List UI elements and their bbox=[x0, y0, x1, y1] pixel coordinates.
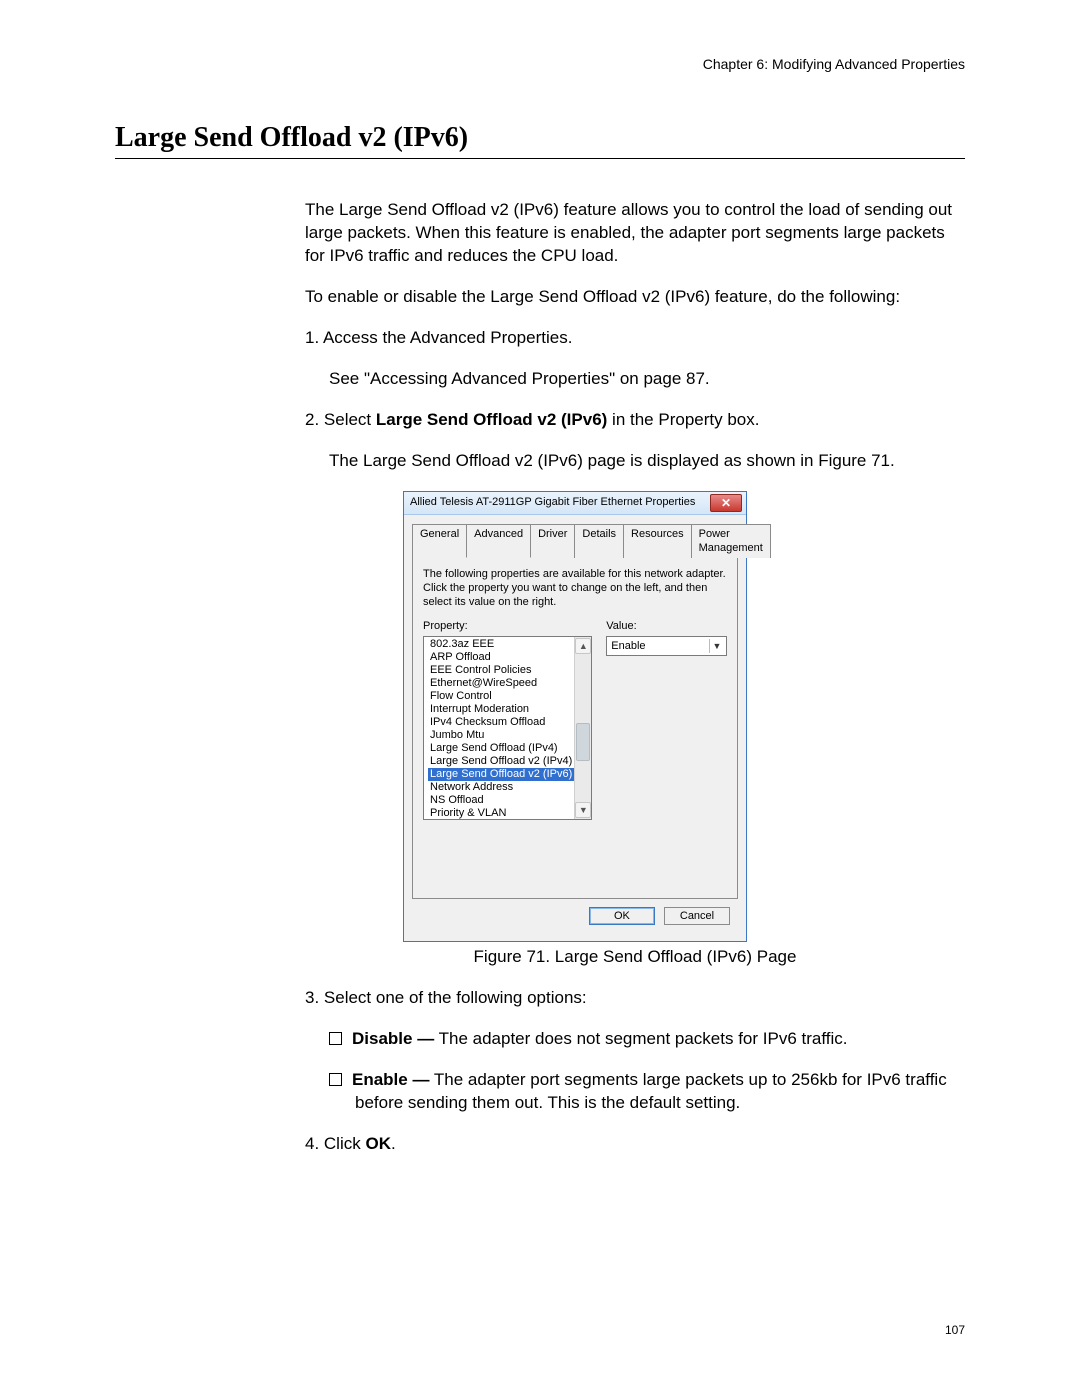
tab-driver[interactable]: Driver bbox=[530, 524, 575, 559]
tab-general[interactable]: General bbox=[412, 524, 467, 559]
step-2-post: in the Property box. bbox=[607, 410, 759, 429]
list-item[interactable]: Large Send Offload v2 (IPv4) bbox=[428, 755, 574, 768]
property-value-row: Property: 802.3az EEE ARP Offload EEE Co… bbox=[423, 619, 727, 820]
tab-strip: General Advanced Driver Details Resource… bbox=[412, 523, 738, 559]
dialog-figure: Allied Telesis AT-2911GP Gigabit Fiber E… bbox=[403, 491, 965, 943]
chevron-down-icon: ▼ bbox=[709, 639, 724, 653]
option-marker-icon bbox=[329, 1032, 342, 1045]
value-column: Value: Enable ▼ bbox=[606, 619, 727, 820]
list-item[interactable]: 802.3az EEE bbox=[428, 638, 574, 651]
list-item[interactable]: Large Send Offload (IPv4) bbox=[428, 742, 574, 755]
value-selected: Enable bbox=[611, 639, 645, 654]
list-item[interactable]: Ethernet@WireSpeed bbox=[428, 677, 574, 690]
option-enable-label: Enable — bbox=[352, 1070, 429, 1089]
value-label: Value: bbox=[606, 619, 727, 634]
step-4: 4. Click OK. bbox=[305, 1133, 965, 1156]
cancel-button[interactable]: Cancel bbox=[664, 907, 730, 925]
option-marker-icon bbox=[329, 1073, 342, 1086]
listbox-scrollbar[interactable]: ▲ ▼ bbox=[574, 637, 591, 819]
list-item[interactable]: ARP Offload bbox=[428, 651, 574, 664]
chapter-header: Chapter 6: Modifying Advanced Properties bbox=[115, 56, 965, 72]
list-item[interactable]: EEE Control Policies bbox=[428, 664, 574, 677]
tab-power-management[interactable]: Power Management bbox=[691, 524, 771, 559]
list-item[interactable]: Interrupt Moderation bbox=[428, 703, 574, 716]
dialog-body: General Advanced Driver Details Resource… bbox=[404, 515, 746, 942]
step-4-post: . bbox=[391, 1134, 396, 1153]
figure-caption: Figure 71. Large Send Offload (IPv6) Pag… bbox=[305, 946, 965, 969]
body-text: The Large Send Offload v2 (IPv6) feature… bbox=[305, 199, 965, 1156]
value-dropdown[interactable]: Enable ▼ bbox=[606, 636, 727, 656]
step-2-pre: 2. Select bbox=[305, 410, 376, 429]
list-item[interactable]: NS Offload bbox=[428, 794, 574, 807]
lead-in-paragraph: To enable or disable the Large Send Offl… bbox=[305, 286, 965, 309]
panel-description: The following properties are available f… bbox=[423, 568, 727, 609]
ok-button[interactable]: OK bbox=[589, 907, 655, 925]
properties-dialog: Allied Telesis AT-2911GP Gigabit Fiber E… bbox=[403, 491, 747, 943]
dialog-titlebar: Allied Telesis AT-2911GP Gigabit Fiber E… bbox=[404, 492, 746, 515]
tab-panel-advanced: The following properties are available f… bbox=[412, 558, 738, 899]
option-enable: Enable — The adapter port segments large… bbox=[305, 1069, 965, 1115]
step-2-bold: Large Send Offload v2 (IPv6) bbox=[376, 410, 607, 429]
section-title: Large Send Offload v2 (IPv6) bbox=[115, 122, 965, 159]
close-button[interactable]: ✕ bbox=[710, 494, 742, 512]
tab-resources[interactable]: Resources bbox=[623, 524, 692, 559]
step-1-ref: See "Accessing Advanced Properties" on p… bbox=[305, 368, 965, 391]
option-enable-text: The adapter port segments large packets … bbox=[355, 1070, 947, 1112]
scroll-thumb[interactable] bbox=[576, 723, 590, 761]
option-disable-text: The adapter does not segment packets for… bbox=[434, 1029, 847, 1048]
list-item-selected[interactable]: Large Send Offload v2 (IPv6) bbox=[428, 768, 574, 781]
property-column: Property: 802.3az EEE ARP Offload EEE Co… bbox=[423, 619, 592, 820]
step-1: 1. Access the Advanced Properties. bbox=[305, 327, 965, 350]
list-item[interactable]: Flow Control bbox=[428, 690, 574, 703]
step-4-bold: OK bbox=[365, 1134, 391, 1153]
option-disable-label: Disable — bbox=[352, 1029, 434, 1048]
property-label: Property: bbox=[423, 619, 592, 634]
page: Chapter 6: Modifying Advanced Properties… bbox=[0, 0, 1080, 1397]
step-4-pre: 4. Click bbox=[305, 1134, 365, 1153]
tab-advanced[interactable]: Advanced bbox=[466, 524, 531, 559]
tab-details[interactable]: Details bbox=[574, 524, 624, 559]
list-item[interactable]: IPv4 Checksum Offload bbox=[428, 716, 574, 729]
page-number: 107 bbox=[945, 1323, 965, 1337]
dialog-button-row: OK Cancel bbox=[412, 899, 738, 931]
dialog-title: Allied Telesis AT-2911GP Gigabit Fiber E… bbox=[410, 495, 695, 510]
list-item[interactable]: Jumbo Mtu bbox=[428, 729, 574, 742]
step-3: 3. Select one of the following options: bbox=[305, 987, 965, 1010]
property-listbox[interactable]: 802.3az EEE ARP Offload EEE Control Poli… bbox=[423, 636, 592, 820]
property-list: 802.3az EEE ARP Offload EEE Control Poli… bbox=[424, 638, 591, 820]
scroll-down-icon[interactable]: ▼ bbox=[575, 802, 591, 818]
option-disable: Disable — The adapter does not segment p… bbox=[305, 1028, 965, 1051]
scroll-up-icon[interactable]: ▲ bbox=[575, 638, 591, 654]
list-item[interactable]: Priority & VLAN bbox=[428, 807, 574, 820]
step-2: 2. Select Large Send Offload v2 (IPv6) i… bbox=[305, 409, 965, 432]
step-2-result: The Large Send Offload v2 (IPv6) page is… bbox=[305, 450, 965, 473]
close-icon: ✕ bbox=[721, 497, 731, 509]
list-item[interactable]: Network Address bbox=[428, 781, 574, 794]
intro-paragraph: The Large Send Offload v2 (IPv6) feature… bbox=[305, 199, 965, 268]
